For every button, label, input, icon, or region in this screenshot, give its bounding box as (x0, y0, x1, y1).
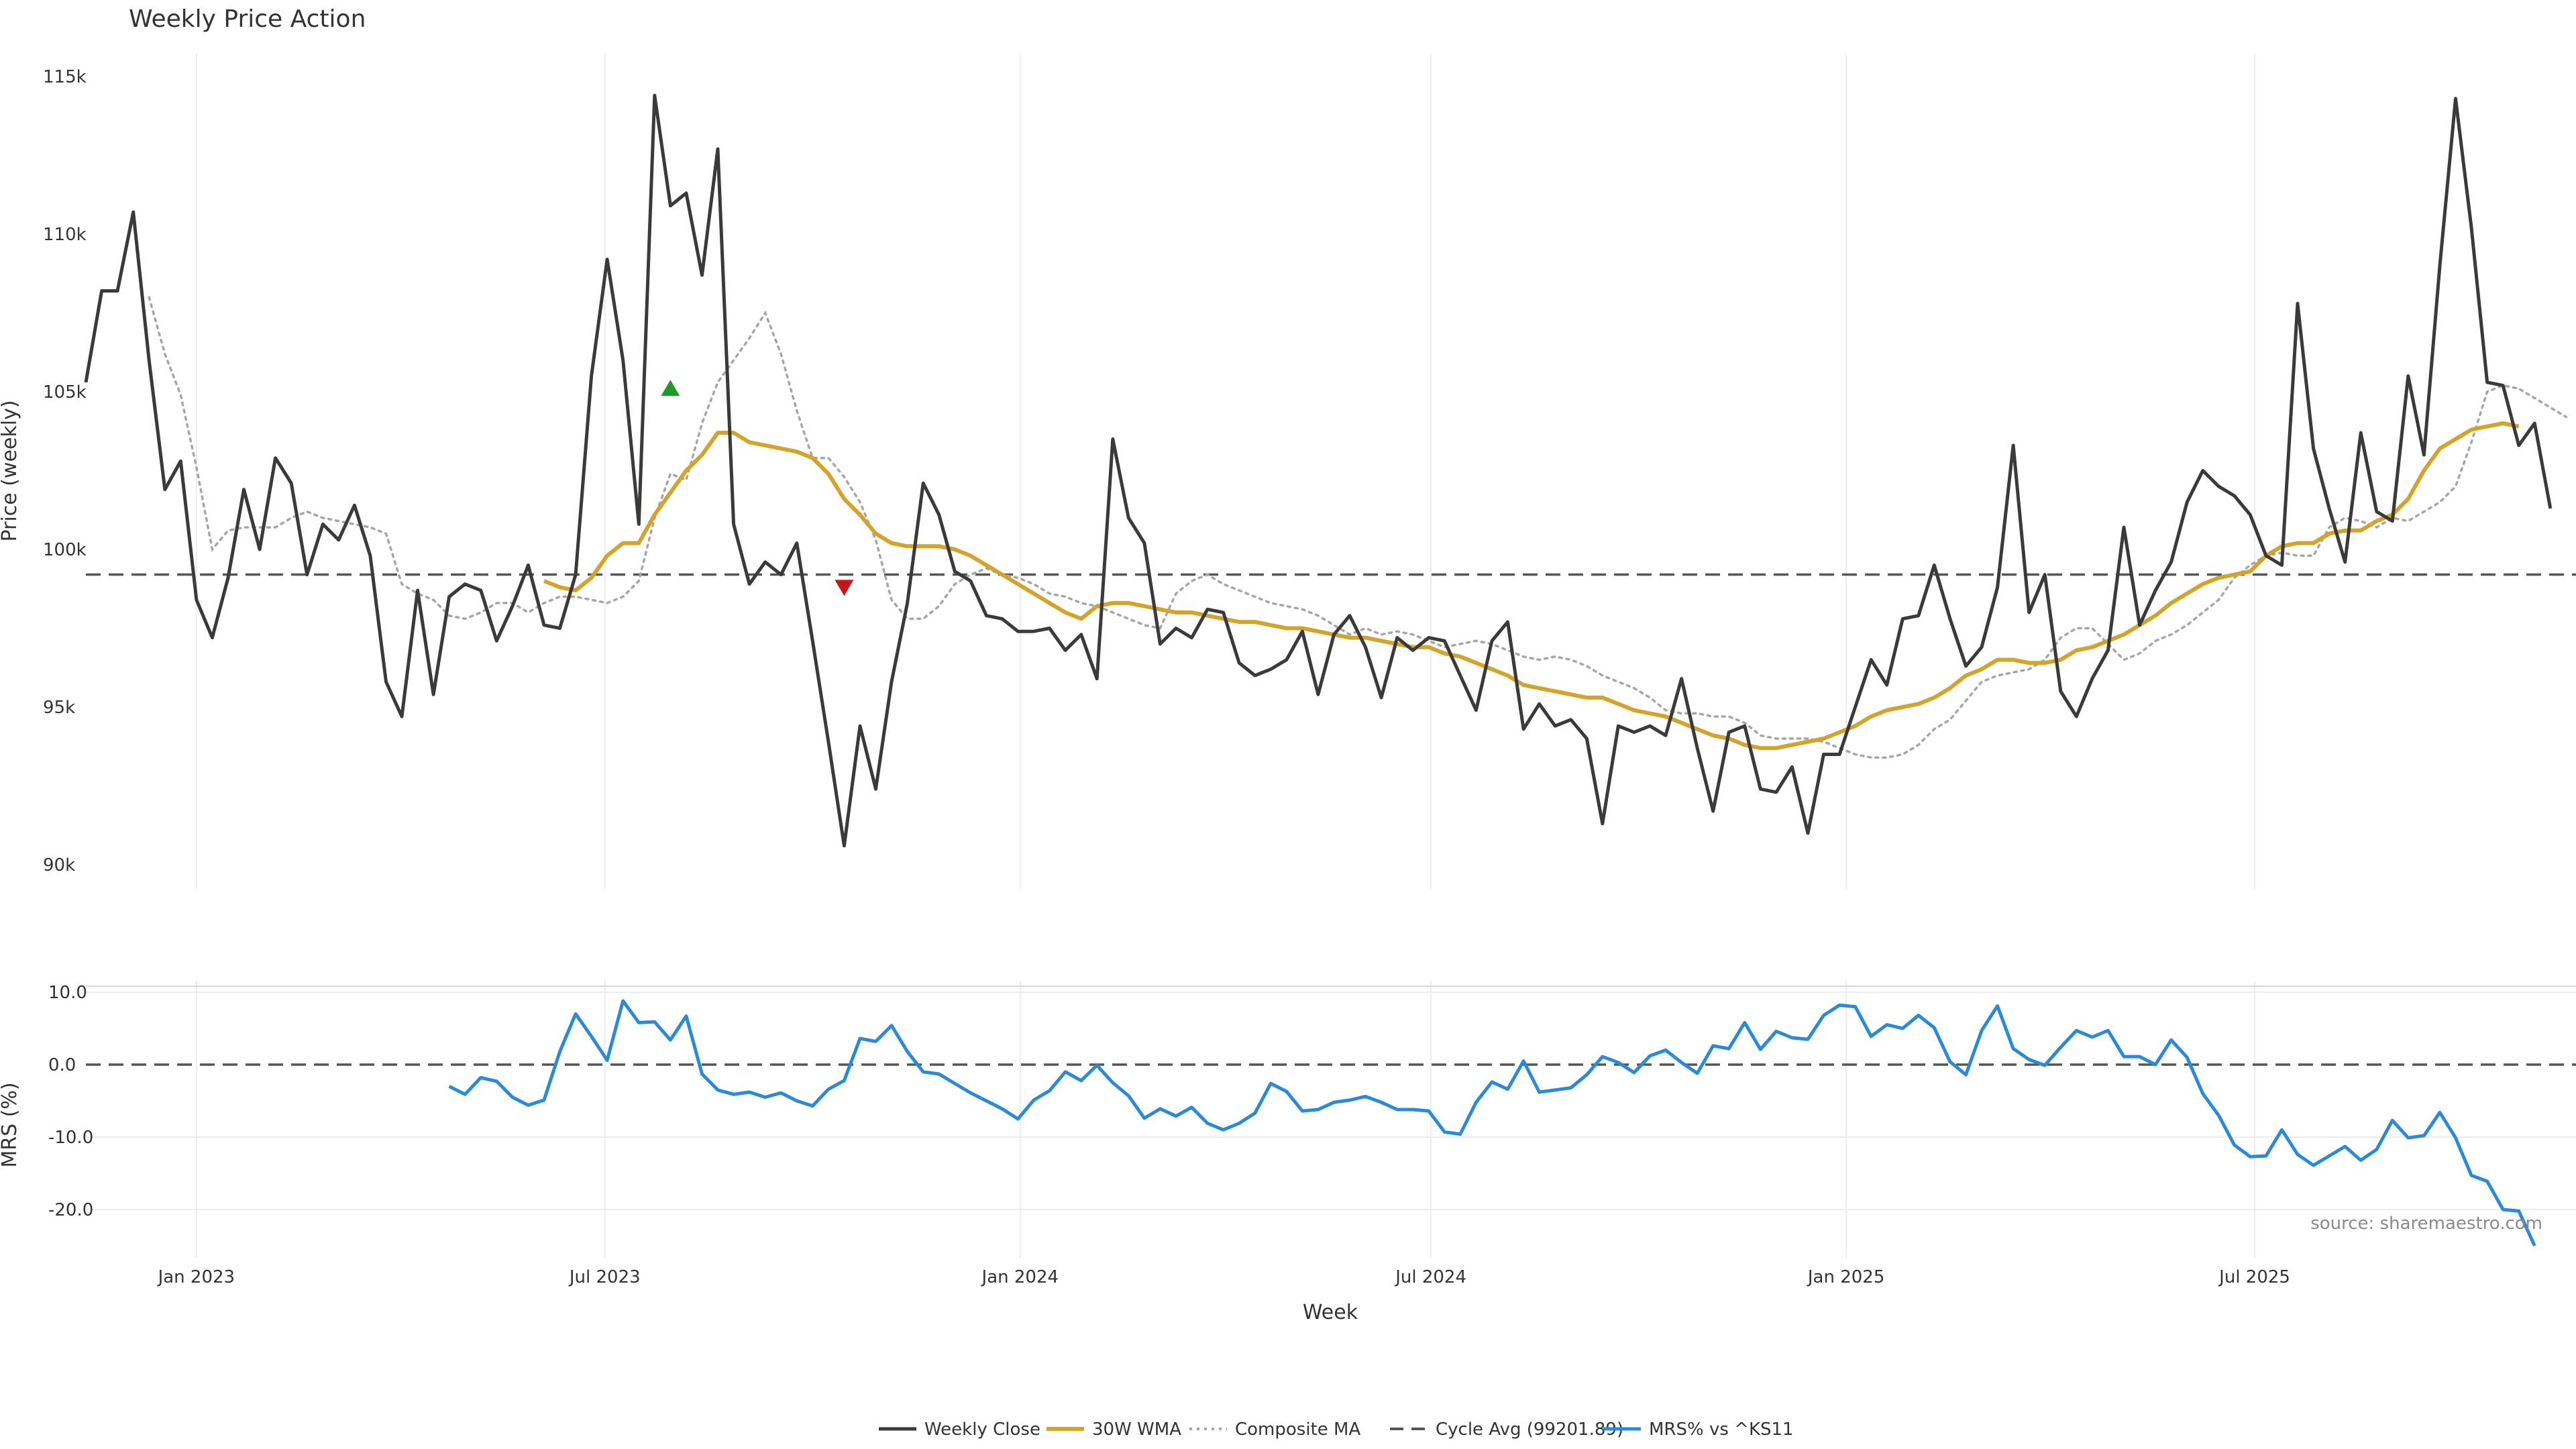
legend-label: MRS% vs ^KS11 (1649, 1419, 1794, 1440)
y-tick-label: 105k (43, 382, 87, 402)
y-tick-label: 100k (43, 540, 87, 560)
chart-title: Weekly Price Action (129, 5, 366, 33)
x-axis-title: Week (1303, 1301, 1358, 1324)
mrs-y-tick-label: 0.0 (48, 1055, 76, 1075)
legend: Weekly Close 30W WMA Composite MA Cycle Avg… (879, 1419, 1794, 1440)
mrs-axis-title: MRS (%) (0, 1082, 21, 1167)
source-annotation: source: sharemaestro.com (2310, 1214, 2542, 1234)
mrs-panel: -20.0 -10.0 0.0 10.0 (48, 981, 2576, 1258)
legend-label: Weekly Close (924, 1419, 1040, 1440)
x-tick-label: Jan 2023 (157, 1267, 235, 1287)
y-tick-label: 95k (43, 698, 75, 718)
x-tick-label: Jul 2024 (1394, 1267, 1466, 1287)
legend-label: 30W WMA (1092, 1419, 1181, 1440)
y-tick-label: 115k (43, 67, 87, 87)
mrs-y-tick-label: -20.0 (48, 1200, 93, 1220)
y-tick-label: 110k (43, 225, 87, 245)
sell-signal-marker (835, 580, 854, 596)
weekly-close-line (84, 93, 2553, 848)
x-tick-label: Jul 2025 (2218, 1267, 2290, 1287)
mrs-y-tick-label: 10.0 (48, 983, 87, 1003)
composite-ma-line (148, 296, 2568, 759)
legend-label: Composite MA (1235, 1419, 1360, 1440)
x-tick-label: Jan 2025 (1807, 1267, 1885, 1287)
x-tick-label: Jul 2023 (568, 1267, 641, 1287)
buy-signal-marker (661, 380, 680, 396)
wma-line (543, 421, 2520, 751)
mrs-line (448, 999, 2536, 1247)
x-tick-label: Jan 2024 (981, 1267, 1059, 1287)
y-tick-label: 90k (43, 855, 75, 875)
mrs-y-tick-label: -10.0 (48, 1128, 93, 1148)
price-axis-title: Price (weekly) (0, 400, 21, 541)
legend-label: Cycle Avg (99201.89) (1436, 1419, 1623, 1440)
price-panel: Jan 2023 Jul 2023 Jan 2024 Jul 2024 Jan 2025… (43, 54, 2576, 1287)
